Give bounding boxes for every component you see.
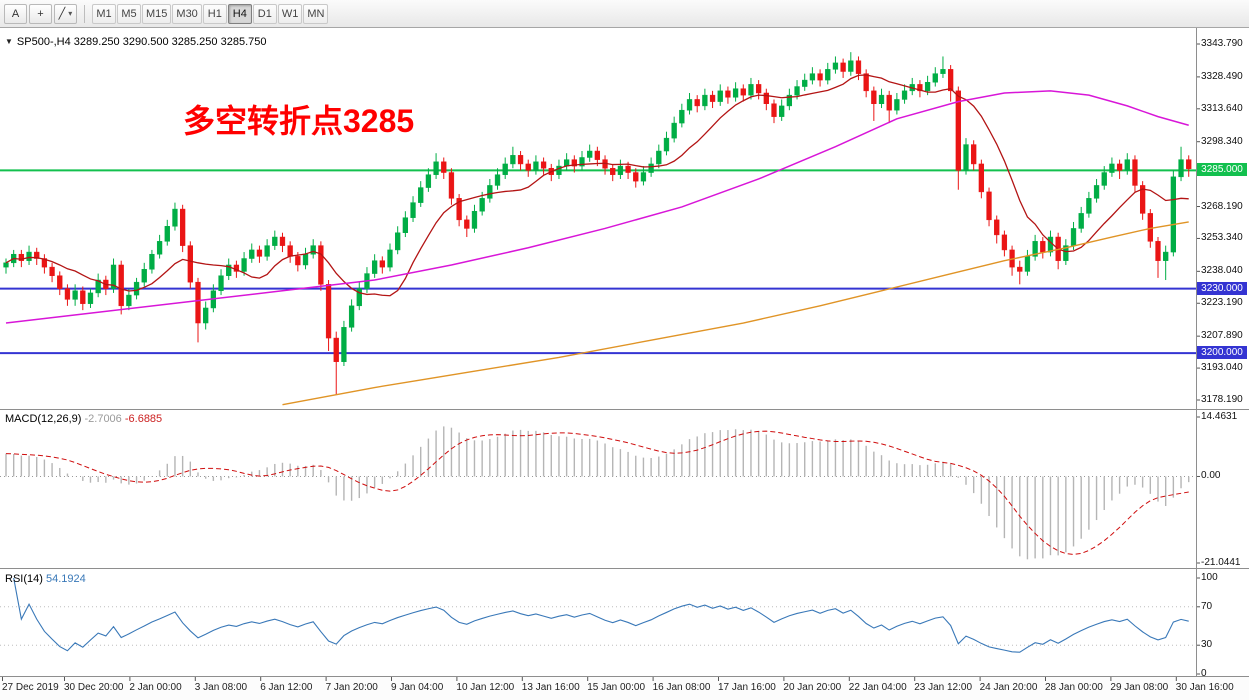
- price-chart-panel[interactable]: [0, 28, 1249, 410]
- timeframe-button-m5[interactable]: M5: [117, 3, 141, 24]
- chevron-down-icon: ▾: [68, 9, 73, 18]
- macd-panel[interactable]: [0, 410, 1249, 569]
- toolbar-separator: [84, 4, 85, 23]
- timeframe-button-d1[interactable]: D1: [252, 3, 277, 24]
- trendline-icon: ╱: [58, 8, 66, 20]
- timeframe-button-h1[interactable]: H1: [202, 3, 227, 24]
- objects-dropdown-button[interactable]: ╱ ▾: [54, 3, 77, 24]
- timeframe-button-m1[interactable]: M1: [92, 3, 116, 24]
- toolbar: A + ╱ ▾ M1 M5 M15 M30 H1 H4 D1 W1 MN: [0, 0, 1249, 28]
- timeframe-button-group: M1 M5 M15 M30 H1 H4 D1 W1 MN: [92, 3, 329, 24]
- time-axis-strip[interactable]: [0, 677, 1249, 700]
- cursor-tool-button[interactable]: A: [4, 3, 27, 24]
- rsi-panel[interactable]: [0, 569, 1249, 677]
- timeframe-button-m15[interactable]: M15: [142, 3, 172, 24]
- crosshair-icon: +: [37, 7, 44, 20]
- timeframe-button-h4[interactable]: H4: [227, 3, 252, 24]
- price-axis-divider: [1196, 28, 1197, 677]
- timeframe-button-mn[interactable]: MN: [303, 3, 329, 24]
- crosshair-tool-button[interactable]: +: [29, 3, 52, 24]
- timeframe-button-w1[interactable]: W1: [277, 3, 303, 24]
- timeframe-button-m30[interactable]: M30: [172, 3, 202, 24]
